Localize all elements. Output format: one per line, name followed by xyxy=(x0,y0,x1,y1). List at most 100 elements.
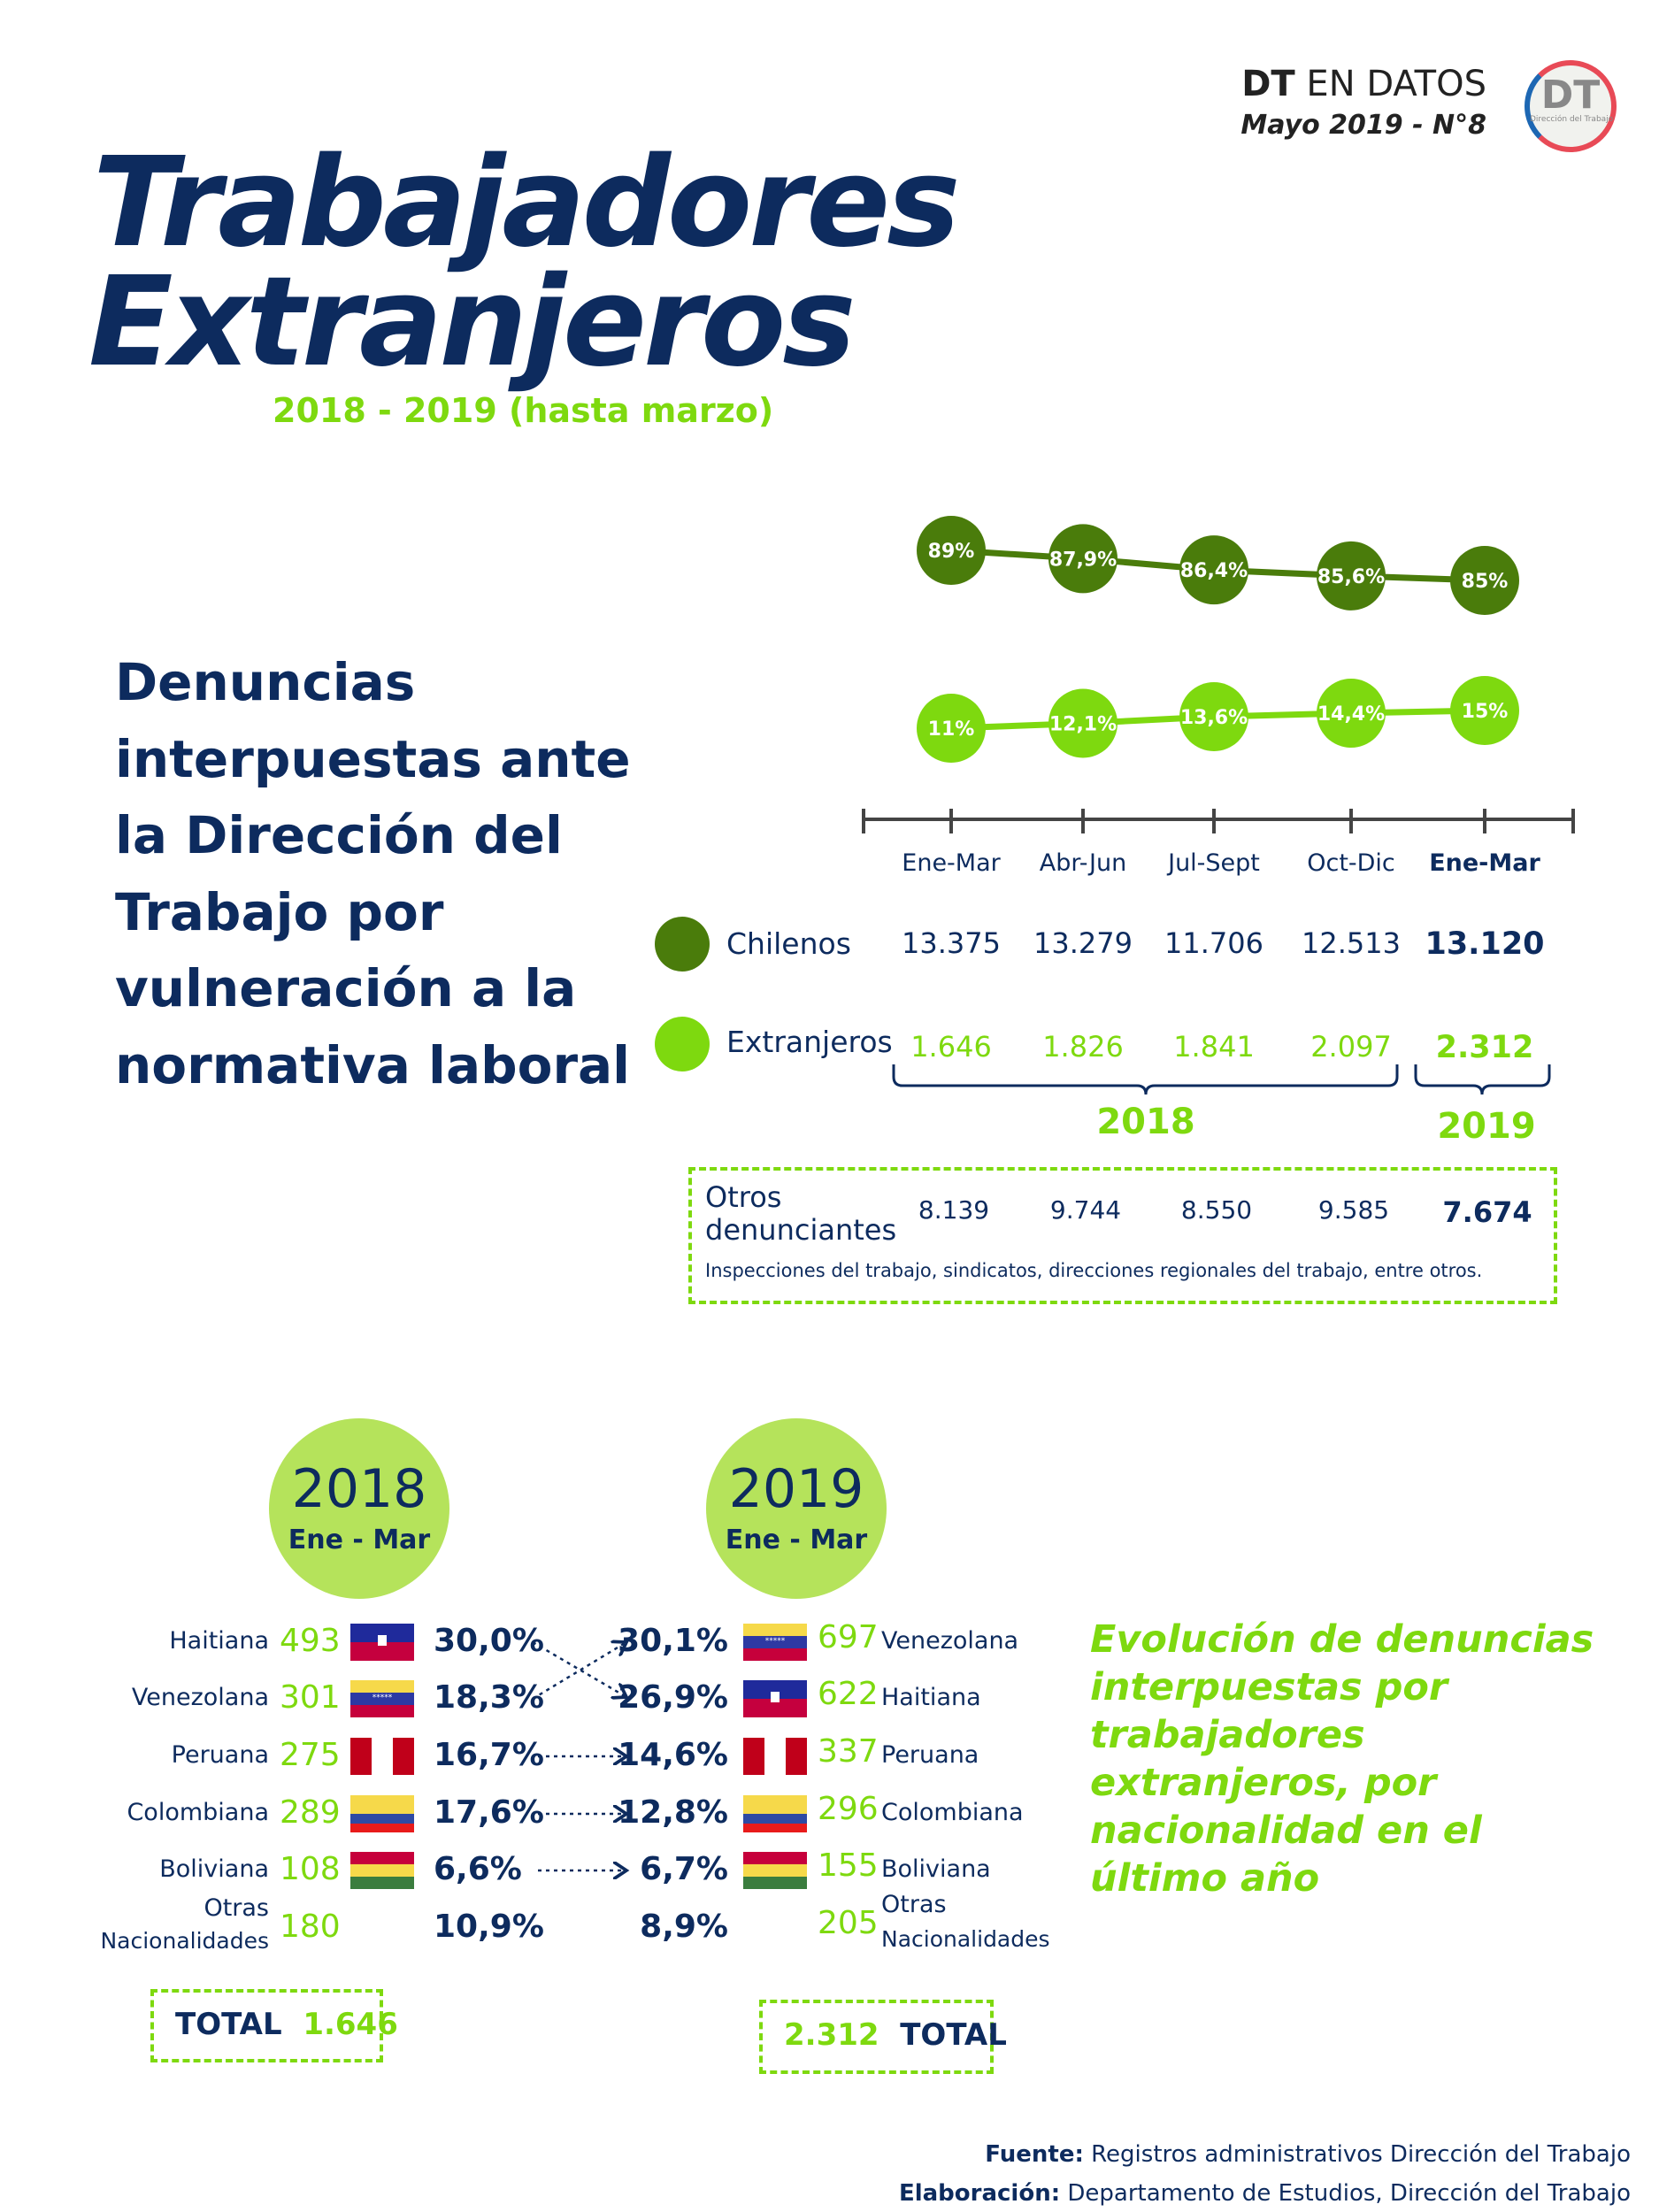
nationality-pct: 14,6% xyxy=(618,1737,728,1773)
brace-2018 xyxy=(892,1064,1399,1095)
data-point xyxy=(1179,535,1248,605)
section-heading: Denuncias interpuestas ante la Dirección… xyxy=(115,652,631,1095)
nationality-name: Haitiana xyxy=(881,1684,981,1711)
period-label: Ene-Mar xyxy=(902,849,1001,877)
legend-extranjeros: Extranjeros xyxy=(726,1025,893,1059)
nationality-count: 155 xyxy=(818,1847,879,1884)
venezuela-flag-icon: ***** xyxy=(350,1680,414,1717)
nationality-name: Venezolana xyxy=(881,1627,1019,1655)
otros-note: Inspecciones del trabajo, sindicatos, di… xyxy=(705,1260,1483,1281)
data-point xyxy=(1317,679,1386,748)
data-point xyxy=(1048,688,1118,758)
count-extranjeros: 1.826 xyxy=(1042,1030,1124,1064)
count-chilenos: 13.375 xyxy=(902,926,1001,960)
total-2019: 2.312 TOTAL xyxy=(784,2017,1007,2053)
rank-arrows xyxy=(532,1619,637,1902)
year-label: 2018 xyxy=(291,1458,427,1520)
legend-chilenos: Chilenos xyxy=(726,926,851,961)
count-extranjeros: 2.097 xyxy=(1310,1030,1392,1064)
nationality-name: Peruana xyxy=(881,1741,979,1769)
data-label: 13,6% xyxy=(1180,707,1248,729)
data-point xyxy=(917,516,986,585)
data-label: 14,4% xyxy=(1317,703,1385,726)
count-chilenos: 13.120 xyxy=(1425,926,1545,962)
evolution-heading: Evolución de denuncias interpuestas por … xyxy=(1090,1617,1594,1901)
nationality-name: Venezolana xyxy=(131,1684,269,1711)
otros-value: 9.585 xyxy=(1317,1195,1390,1225)
nationality-pct: 30,1% xyxy=(618,1623,728,1659)
nationality-pct: 30,0% xyxy=(434,1623,544,1659)
data-label: 12,1% xyxy=(1049,714,1117,736)
total-label: TOTAL xyxy=(900,2017,1007,2053)
nationality-count: 289 xyxy=(280,1794,341,1831)
nationality-name: Colombiana xyxy=(881,1799,1024,1826)
otros-label-line1: Otros xyxy=(705,1180,782,1214)
data-label: 11% xyxy=(928,718,975,741)
count-extranjeros: 1.646 xyxy=(910,1030,992,1064)
otros-box xyxy=(688,1167,1557,1304)
legend-dot-chilenos xyxy=(655,917,710,972)
data-label: 86,4% xyxy=(1180,560,1248,582)
peru-flag-icon xyxy=(350,1738,414,1775)
nationality-pct: 6,6% xyxy=(434,1851,522,1887)
source-text: Registros administrativos Dirección del … xyxy=(1083,2141,1631,2168)
nationality-name: Otras xyxy=(204,1894,269,1922)
brand-title: DT EN DATOS xyxy=(1241,64,1486,104)
nationality-count: 493 xyxy=(280,1623,341,1659)
nationality-name: Nacionalidades xyxy=(100,1928,269,1954)
nationality-count: 697 xyxy=(818,1619,879,1655)
year-braces xyxy=(892,1064,1551,1095)
period-label: Abr-Jun xyxy=(1039,849,1127,877)
data-label: 89% xyxy=(928,541,975,563)
year-group-2018: 2018 xyxy=(1096,1102,1195,1142)
brand-title-rest: EN DATOS xyxy=(1294,64,1486,104)
data-point xyxy=(917,694,986,763)
total-value: 2.312 xyxy=(784,2017,879,2053)
otros-value: 9.744 xyxy=(1049,1195,1122,1225)
total-box-2019 xyxy=(759,2000,994,2074)
nationality-pct: 17,6% xyxy=(434,1794,544,1831)
year-group-2019: 2019 xyxy=(1437,1106,1536,1147)
nationality-count: 337 xyxy=(818,1733,879,1770)
data-point xyxy=(1450,676,1519,745)
count-chilenos: 13.279 xyxy=(1033,926,1133,960)
nationality-name: Haitiana xyxy=(169,1627,269,1655)
nationality-count: 180 xyxy=(280,1909,341,1945)
nationality-count: 301 xyxy=(280,1679,341,1716)
data-point xyxy=(1179,682,1248,751)
data-point xyxy=(1048,524,1118,594)
nationality-name: Boliviana xyxy=(881,1855,991,1883)
peru-flag-icon xyxy=(743,1738,807,1775)
nationality-name: Peruana xyxy=(171,1741,269,1769)
year-circle-2019: 2019 Ene - Mar xyxy=(706,1418,887,1599)
elaboration-label: Elaboración: xyxy=(898,2180,1061,2207)
logo-subtext: Dirección del Trabajo xyxy=(1530,115,1614,124)
total-label: TOTAL xyxy=(175,2007,282,2042)
otros-label-line2: denunciantes xyxy=(705,1213,897,1247)
nationality-name: Colombiana xyxy=(127,1799,269,1826)
data-label: 85% xyxy=(1462,571,1509,593)
colombia-flag-icon xyxy=(743,1795,807,1832)
period-label: Oct-Dic xyxy=(1307,849,1395,877)
venezuela-flag-icon: ***** xyxy=(743,1624,807,1661)
period-label: Ene - Mar xyxy=(725,1525,868,1555)
otros-label: Otros denunciantes xyxy=(705,1181,896,1247)
line-chart: 89% 87,9% 86,4% 85,6% 85% 11% 12,1% 13,6% 14,4% 1… xyxy=(862,516,1575,833)
issue-label: Mayo 2019 - N°8 xyxy=(1240,110,1486,141)
nationality-pct: 10,9% xyxy=(434,1909,544,1945)
otros-value: 7.674 xyxy=(1442,1195,1532,1229)
nationality-count: 275 xyxy=(280,1737,341,1773)
nationality-count: 296 xyxy=(818,1791,879,1827)
total-box-2018 xyxy=(150,1989,383,2062)
nationality-pct: 8,9% xyxy=(640,1909,728,1945)
year-label: 2019 xyxy=(728,1458,864,1520)
nationality-pct: 26,9% xyxy=(618,1679,728,1716)
period-label: Ene-Mar xyxy=(1429,849,1540,877)
nationality-name: Nacionalidades xyxy=(881,1926,1050,1952)
data-label: 15% xyxy=(1462,701,1509,723)
year-circle-2018: 2018 Ene - Mar xyxy=(269,1418,449,1599)
title-line2: Extranjeros xyxy=(88,250,856,395)
data-label: 85,6% xyxy=(1317,566,1385,588)
source-label: Fuente: xyxy=(985,2141,1084,2168)
footer-elaboration: Elaboración: Departamento de Estudios, D… xyxy=(899,2180,1631,2207)
